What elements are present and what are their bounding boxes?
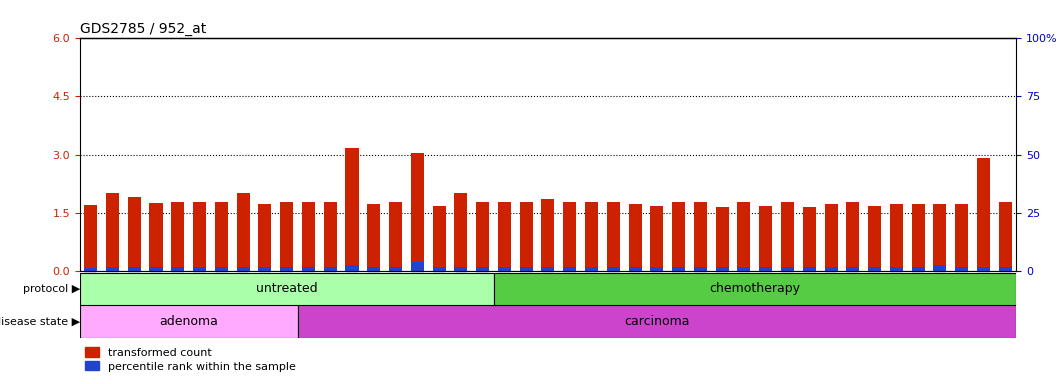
Bar xyxy=(193,267,206,271)
Bar xyxy=(128,267,140,271)
Bar xyxy=(236,267,250,271)
Bar xyxy=(933,204,947,271)
Bar xyxy=(106,193,119,271)
Bar xyxy=(846,202,860,271)
Bar xyxy=(367,204,380,271)
Bar xyxy=(890,204,903,271)
Bar xyxy=(215,202,228,271)
Bar xyxy=(912,204,925,271)
Bar xyxy=(955,204,968,271)
Bar xyxy=(606,202,620,271)
Bar xyxy=(760,267,772,271)
Legend: transformed count, percentile rank within the sample: transformed count, percentile rank withi… xyxy=(85,347,296,372)
Bar xyxy=(825,267,837,271)
Bar xyxy=(323,267,336,271)
Bar xyxy=(389,267,402,271)
Bar xyxy=(302,267,315,271)
Bar xyxy=(999,267,1012,271)
Bar xyxy=(672,267,685,271)
Bar xyxy=(802,207,816,271)
Bar xyxy=(193,202,206,271)
Bar xyxy=(737,202,750,271)
Bar xyxy=(650,206,663,271)
Bar xyxy=(933,265,947,271)
Bar xyxy=(433,267,446,271)
Bar xyxy=(955,267,968,271)
Text: disease state ▶: disease state ▶ xyxy=(0,316,80,327)
Bar xyxy=(149,203,163,271)
Bar xyxy=(999,202,1012,271)
Bar xyxy=(259,267,271,271)
Text: GDS2785 / 952_at: GDS2785 / 952_at xyxy=(80,22,206,36)
Bar xyxy=(389,202,402,271)
Bar xyxy=(890,267,903,271)
Bar xyxy=(825,204,837,271)
Bar xyxy=(672,202,685,271)
Bar xyxy=(802,267,816,271)
Bar xyxy=(346,265,359,271)
Bar xyxy=(868,206,881,271)
Bar xyxy=(650,267,663,271)
Bar xyxy=(716,267,729,271)
Text: adenoma: adenoma xyxy=(160,315,218,328)
Bar xyxy=(236,193,250,271)
Bar xyxy=(737,267,750,271)
Bar xyxy=(128,197,140,271)
Bar xyxy=(80,305,298,338)
Text: untreated: untreated xyxy=(255,283,317,295)
Text: protocol ▶: protocol ▶ xyxy=(22,284,80,294)
Bar xyxy=(563,267,577,271)
Bar xyxy=(760,206,772,271)
Bar xyxy=(84,268,97,271)
Bar xyxy=(585,202,598,271)
Bar xyxy=(542,199,554,271)
Bar xyxy=(367,267,380,271)
Bar xyxy=(977,267,990,271)
Bar xyxy=(259,204,271,271)
Bar xyxy=(84,205,97,271)
Bar xyxy=(80,273,494,305)
Bar xyxy=(346,147,359,271)
Bar xyxy=(433,206,446,271)
Bar xyxy=(476,202,489,271)
Bar xyxy=(298,305,1016,338)
Bar xyxy=(694,202,706,271)
Bar xyxy=(781,202,794,271)
Bar xyxy=(606,267,620,271)
Bar xyxy=(323,202,336,271)
Bar xyxy=(716,207,729,271)
Bar xyxy=(868,267,881,271)
Text: carcinoma: carcinoma xyxy=(625,315,689,328)
Bar xyxy=(171,202,184,271)
Bar xyxy=(912,267,925,271)
Bar xyxy=(454,267,467,271)
Bar xyxy=(519,267,533,271)
Bar xyxy=(280,267,294,271)
Bar xyxy=(563,202,577,271)
Bar xyxy=(781,267,794,271)
Bar xyxy=(411,262,423,271)
Bar xyxy=(171,267,184,271)
Bar xyxy=(454,193,467,271)
Bar xyxy=(498,202,511,271)
Bar xyxy=(476,267,489,271)
Bar xyxy=(977,159,990,271)
Text: chemotherapy: chemotherapy xyxy=(710,283,800,295)
Bar xyxy=(542,267,554,271)
Bar xyxy=(846,267,860,271)
Bar xyxy=(106,267,119,271)
Bar xyxy=(411,152,423,271)
Bar xyxy=(585,267,598,271)
Bar xyxy=(280,202,294,271)
Bar xyxy=(629,204,642,271)
Bar xyxy=(149,267,163,271)
Bar xyxy=(629,267,642,271)
Bar xyxy=(498,267,511,271)
Bar xyxy=(302,202,315,271)
Bar xyxy=(519,202,533,271)
Bar xyxy=(694,267,706,271)
Bar xyxy=(494,273,1016,305)
Bar xyxy=(215,267,228,271)
